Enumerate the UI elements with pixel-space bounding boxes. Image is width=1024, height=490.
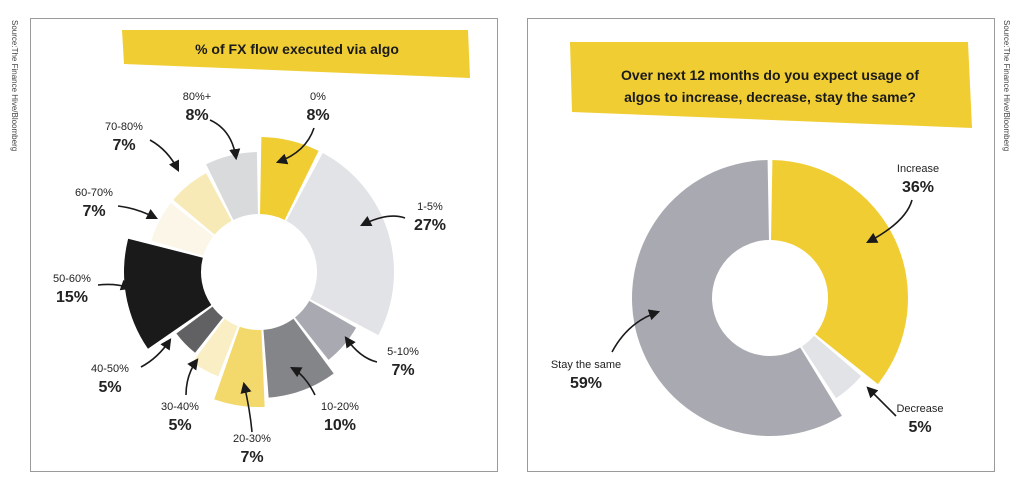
donut-left-slice-9	[173, 173, 232, 235]
label-right-value-1: 5%	[908, 419, 931, 436]
donut-left-slice-0	[260, 137, 319, 220]
donut-left-slice-10	[206, 152, 258, 220]
label-left-category-8: 60-70%	[75, 187, 113, 199]
label-left-arrow-5	[185, 358, 199, 396]
label-right-arrow-2	[611, 309, 661, 353]
label-left-value-0: 8%	[306, 107, 329, 124]
label-right-category-0: Increase	[897, 163, 939, 175]
label-left-category-9: 70-80%	[105, 121, 143, 133]
label-left-arrow-9	[149, 139, 180, 173]
donut-chart-right	[632, 160, 908, 437]
label-left-category-2: 5-10%	[387, 346, 419, 358]
label-right-arrow-1	[866, 386, 897, 417]
label-left-value-5: 5%	[168, 417, 191, 434]
source-note-left: Source:The Finance Hive/Bloomberg	[10, 20, 19, 152]
donut-chart-left	[124, 137, 394, 408]
label-right-value-0: 36%	[902, 179, 934, 196]
donut-left-slice-1	[286, 152, 394, 336]
label-left-value-7: 15%	[56, 289, 88, 306]
label-left-arrow-1	[359, 215, 406, 227]
label-left-value-2: 7%	[391, 362, 414, 379]
label-left-arrow-10	[209, 119, 241, 161]
label-left-value-10: 8%	[185, 107, 208, 124]
label-left-arrow-8	[117, 205, 159, 220]
label-left-arrow-0	[275, 127, 315, 165]
label-left-value-4: 7%	[240, 449, 263, 466]
label-left-arrow-2	[344, 336, 378, 363]
donut-left-slice-5	[192, 318, 238, 377]
chart-title-right-line2: algos to increase, decrease, stay the sa…	[624, 89, 916, 105]
label-left-arrow-6	[140, 338, 172, 368]
label-left-value-3: 10%	[324, 417, 356, 434]
label-left-arrow-4	[240, 381, 253, 433]
title-banner-right	[570, 42, 972, 128]
label-left-value-8: 7%	[82, 203, 105, 220]
label-left-category-4: 20-30%	[233, 433, 271, 445]
label-left-arrow-3	[290, 366, 316, 396]
label-left-category-7: 50-60%	[53, 273, 91, 285]
chart-title-right-line1: Over next 12 months do you expect usage …	[621, 67, 919, 83]
chart-title-left: % of FX flow executed via algo	[195, 41, 399, 57]
label-left-category-0: 0%	[310, 91, 326, 103]
label-left-category-6: 40-50%	[91, 363, 129, 375]
label-left-category-5: 30-40%	[161, 401, 199, 413]
label-left-category-3: 10-20%	[321, 401, 359, 413]
donut-right-slice-0	[771, 160, 908, 385]
donut-left-slice-3	[263, 318, 334, 398]
label-left-arrow-7	[97, 279, 133, 291]
label-right-arrow-0	[866, 199, 913, 244]
label-left-value-9: 7%	[112, 137, 135, 154]
labels-left: 0% 8% 1-5% 27% 5-10% 7% 10-20% 10% 20-30% 7% 30-40…	[53, 91, 446, 466]
donut-left-slice-7	[124, 238, 212, 349]
label-left-category-10: 80%+	[183, 91, 211, 103]
title-banner-left	[122, 30, 470, 78]
source-note-right: Source:The Finance Hive/Bloomberg	[1002, 20, 1011, 152]
labels-right: Increase 36% Decrease 5% Stay the same 59%	[551, 163, 944, 436]
donut-right-slice-1	[801, 335, 862, 399]
label-right-category-2: Stay the same	[551, 359, 621, 371]
label-right-category-1: Decrease	[896, 403, 943, 415]
donut-left-slice-4	[214, 326, 265, 408]
donut-left-slice-8	[151, 202, 214, 256]
label-left-category-1: 1-5%	[417, 201, 443, 213]
donut-left-slice-2	[294, 300, 357, 360]
label-left-value-6: 5%	[98, 379, 121, 396]
label-right-value-2: 59%	[570, 375, 602, 392]
donut-left-slice-6	[176, 306, 224, 353]
donut-right-slice-2	[632, 160, 842, 437]
label-left-value-1: 27%	[414, 217, 446, 234]
